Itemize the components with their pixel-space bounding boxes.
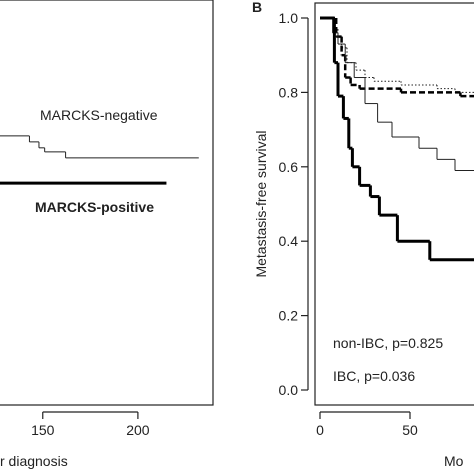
- x-tick-label: 150: [31, 422, 55, 438]
- y-tick-label: 0.8: [279, 84, 299, 100]
- y-tick-label: 1.0: [279, 10, 299, 26]
- y-tick-label: 0.0: [279, 382, 299, 398]
- annotation: MARCKS-negative: [40, 107, 158, 123]
- y-tick-label: 0.2: [279, 308, 299, 324]
- annotation: non-IBC, p=0.825: [333, 335, 443, 351]
- left-plot-frame: [0, 0, 214, 406]
- annotation: IBC, p=0.036: [333, 368, 415, 384]
- x-tick-label: 200: [126, 422, 150, 438]
- annotation: MARCKS-positive: [35, 199, 154, 215]
- x-axis-title: r diagnosis: [0, 453, 68, 469]
- right-plot-frame: [314, 2, 474, 406]
- y-tick-label: 0.4: [279, 233, 299, 249]
- x-tick-label: 0: [316, 422, 324, 438]
- x-tick-label: 50: [402, 422, 418, 438]
- y-tick-label: 0.6: [279, 159, 299, 175]
- panel-label: B: [252, 0, 262, 15]
- x-axis-title: Mo: [444, 453, 464, 469]
- y-axis-title: Metastasis-free survival: [253, 130, 269, 277]
